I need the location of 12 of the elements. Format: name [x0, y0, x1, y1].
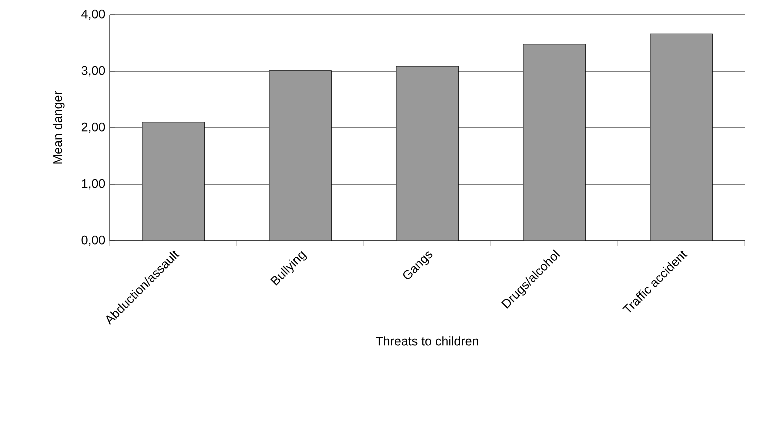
bar [142, 122, 205, 241]
y-tick-label: 2,00 [82, 122, 106, 134]
bar [269, 70, 332, 241]
y-tick-label: 4,00 [82, 10, 106, 20]
bar [523, 44, 586, 241]
y-tick-label: 1,00 [82, 179, 106, 190]
bar [396, 66, 459, 241]
bar [650, 34, 713, 241]
y-axis-title: Mean danger [53, 91, 65, 164]
y-tick-label: 3,00 [82, 66, 106, 77]
y-tick-label: 0,00 [82, 236, 106, 246]
x-axis-title: Threats to children [376, 336, 478, 346]
